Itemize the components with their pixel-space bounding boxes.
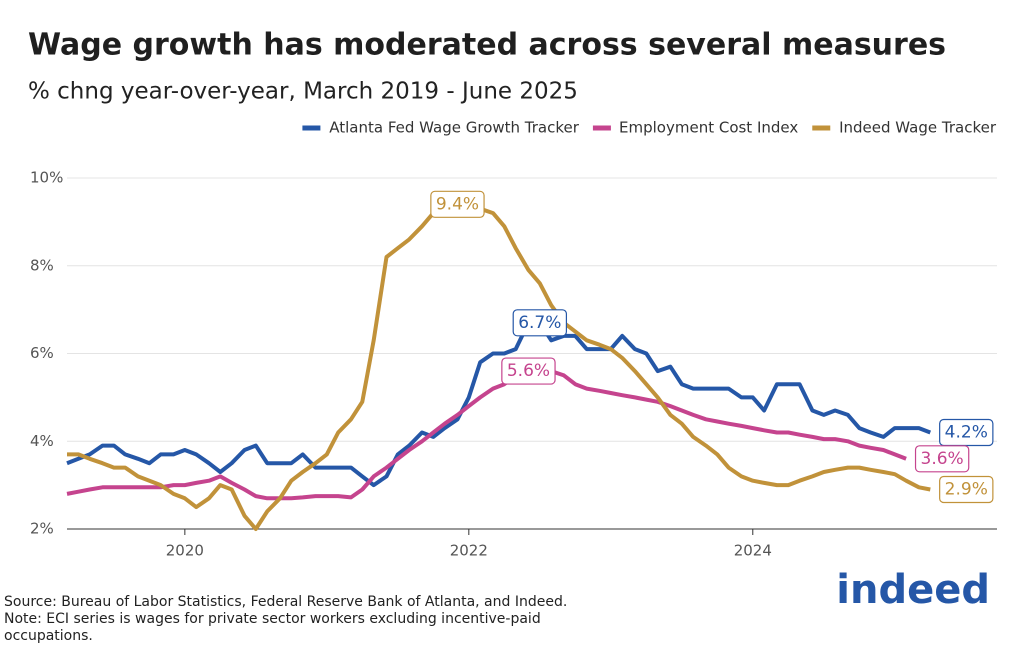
series-line [66, 320, 932, 488]
value-label-text: 5.6% [507, 361, 550, 381]
value-label-box [512, 309, 568, 337]
logo: indeed [836, 567, 990, 613]
y-tick-label: 6% [30, 344, 54, 362]
value-label: 2.9% [939, 475, 994, 504]
value-label: 6.7% [512, 309, 568, 337]
y-tick-label: 4% [30, 432, 54, 450]
value-label-box [501, 357, 556, 385]
value-label: 4.2% [939, 418, 994, 447]
series-line [67, 202, 931, 531]
value-label-text: 6.7% [518, 313, 561, 333]
x-tick-label: 2022 [450, 542, 488, 560]
y-tick-label: 8% [30, 256, 54, 274]
x-tick-label: 2020 [166, 542, 204, 560]
value-label-text: 3.6% [921, 449, 964, 469]
value-label: 9.4% [430, 190, 485, 218]
series-line [66, 369, 907, 501]
value-label-box [939, 475, 994, 504]
chart-subtitle: % chng year-over-year, March 2019 - June… [28, 79, 578, 105]
value-label-box [430, 190, 485, 218]
legend-label: Atlanta Fed Wage Growth Tracker [329, 119, 580, 137]
legend-label: Employment Cost Index [619, 119, 798, 137]
legend-label: Indeed Wage Tracker [839, 119, 997, 137]
value-label-box [914, 445, 970, 473]
y-tick-label: 2% [30, 520, 54, 538]
x-tick-label: 2024 [734, 542, 772, 560]
value-label-text: 9.4% [436, 194, 479, 214]
value-label: 3.6% [914, 445, 970, 473]
value-label: 5.6% [501, 357, 556, 385]
value-label-text: 2.9% [945, 480, 988, 500]
source-note: Source: Bureau of Labor Statistics, Fede… [4, 594, 568, 644]
chart-title: Wage growth has moderated across several… [28, 28, 946, 63]
y-tick-label: 10% [30, 169, 63, 187]
value-label-text: 4.2% [945, 422, 988, 442]
